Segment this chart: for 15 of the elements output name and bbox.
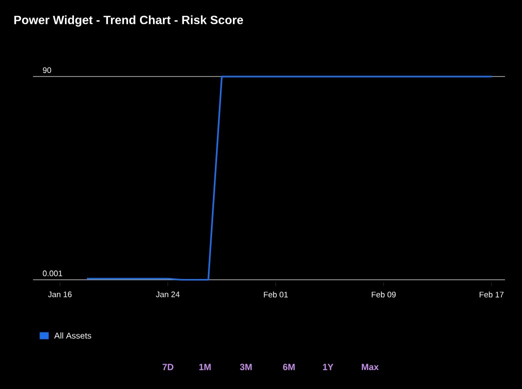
chart-title: Power Widget - Trend Chart - Risk Score (14, 15, 244, 27)
x-tick-label: Feb 09 (372, 292, 396, 298)
text: 1Y (323, 364, 334, 370)
text: 1M (199, 364, 211, 370)
x-tick-label: Jan 24 (156, 292, 180, 298)
x-tick-label: Jan 16 (48, 292, 72, 298)
legend-label: All Assets (54, 332, 92, 339)
y-tick-label: 90 (42, 67, 52, 73)
x-tick-label: Feb 17 (480, 292, 504, 298)
x-tick-label: Feb 01 (264, 292, 288, 298)
y-tick-label: 0.001 (42, 270, 62, 276)
text: 3M (240, 364, 252, 370)
text: 7D (162, 364, 174, 370)
text: Max (362, 364, 379, 370)
text: 6M (283, 364, 295, 370)
